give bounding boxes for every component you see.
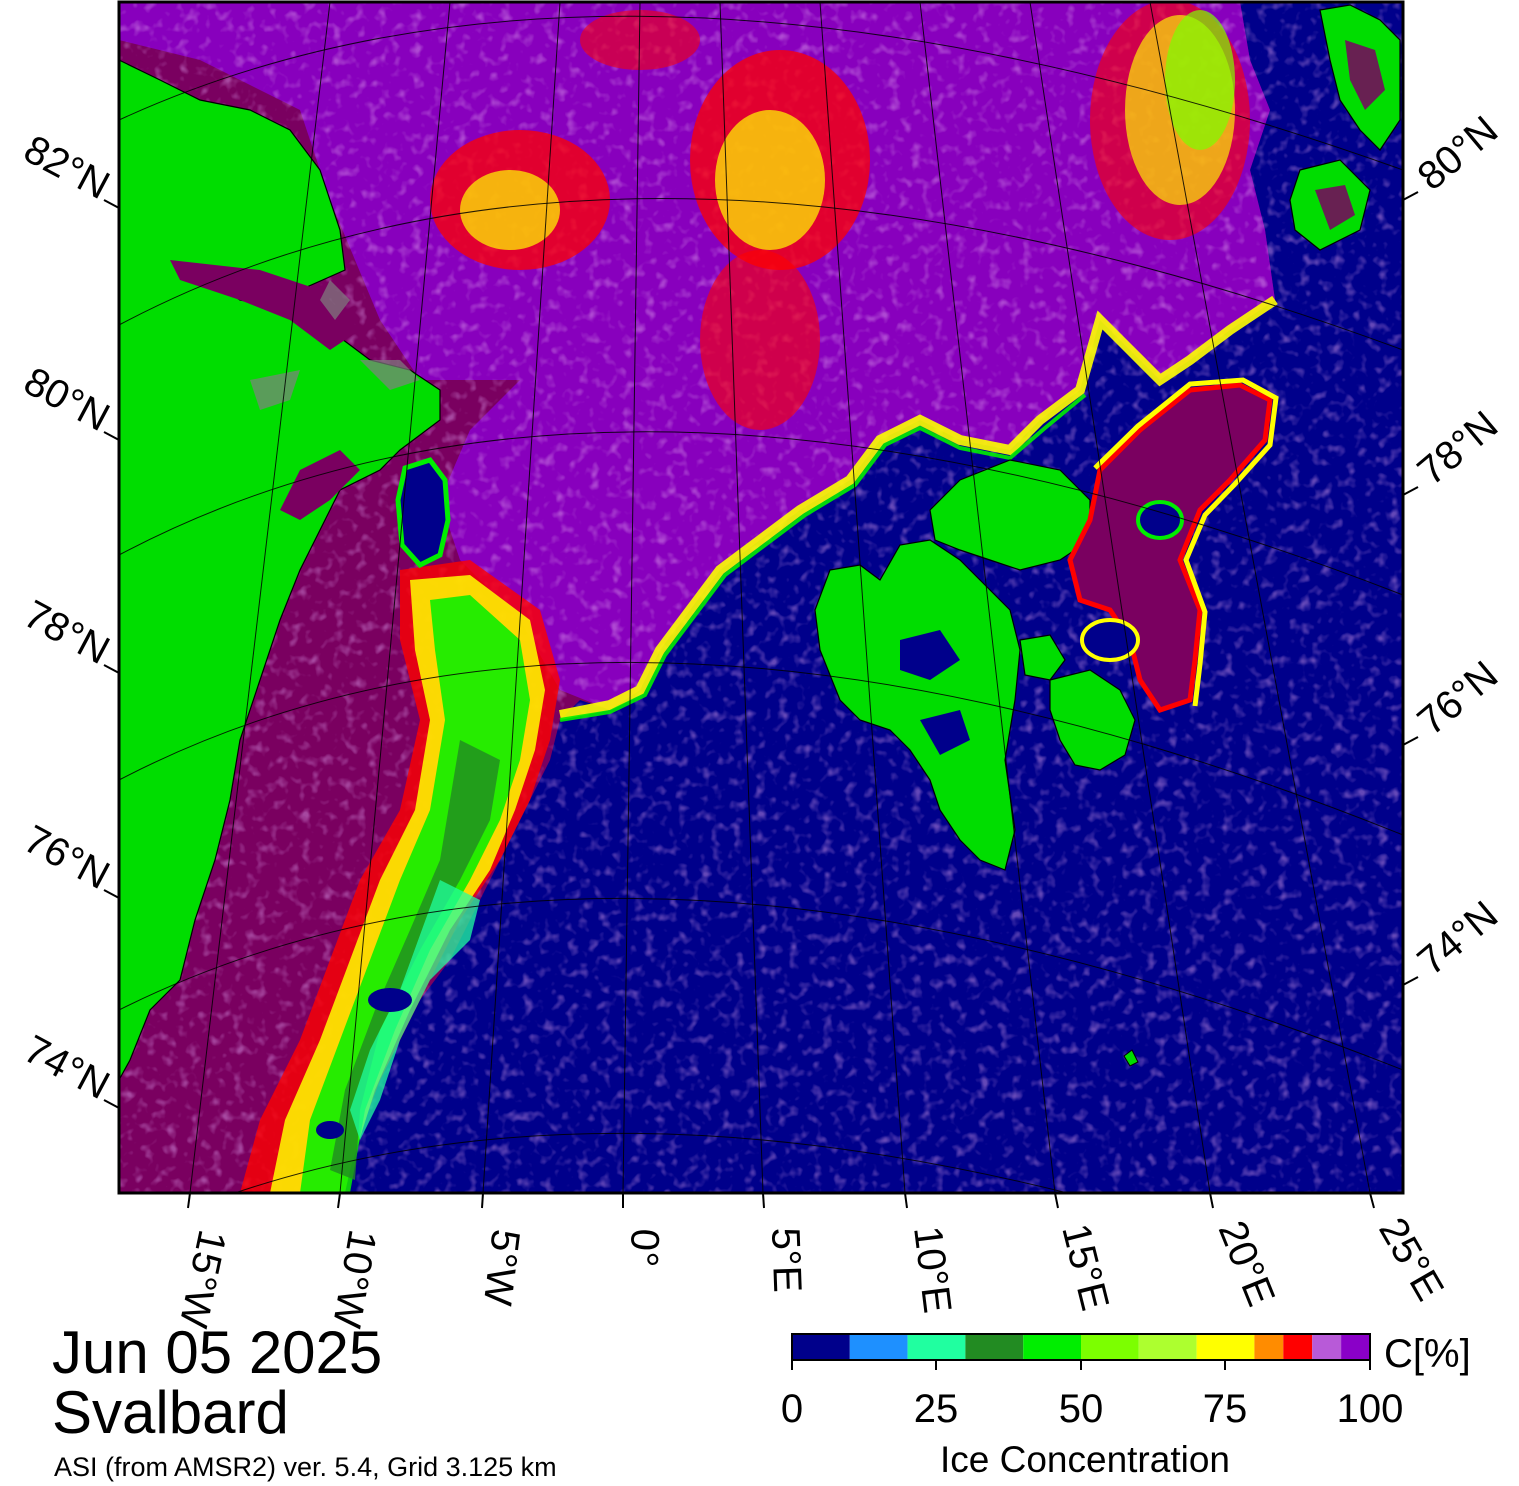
lat-label-right-76: 76°N	[1410, 653, 1507, 744]
lon-label-20e: 20°E	[1210, 1215, 1283, 1312]
lat-label-left-78: 78°N	[17, 592, 117, 673]
lat-label-right-80: 80°N	[1410, 108, 1507, 199]
lon-label-10e: 10°E	[905, 1224, 959, 1316]
greenland-fjord-2	[280, 450, 360, 520]
lat-label-left-80: 80°N	[17, 359, 117, 440]
lat-label-right-78: 78°N	[1410, 403, 1507, 494]
lon-label-5e: 5°E	[763, 1227, 809, 1293]
spitsbergen-fjord-2	[920, 710, 970, 755]
svalbard-east-polynya-2	[1080, 618, 1140, 662]
map-date: Jun 05 2025	[52, 1319, 383, 1386]
colorbar-swatch	[907, 1334, 966, 1360]
latitude-lines	[119, 15, 1403, 1193]
colorbar-swatch	[1081, 1334, 1139, 1360]
lon-label-10w: 10°W	[324, 1226, 384, 1331]
colorbar-swatch	[849, 1334, 908, 1360]
axis-ticks	[103, 191, 1419, 1209]
longitude-labels: 15°W 10°W 5°W 0° 5°E 10°E 15°E 20°E 25°E	[171, 1211, 1452, 1332]
greenland-fjord	[170, 260, 360, 350]
ice-east-svalbard	[1067, 382, 1273, 713]
map-region: Svalbard	[52, 1379, 289, 1446]
colorbar-swatch	[1283, 1334, 1313, 1360]
longitude-lines	[189, 2, 1371, 1193]
lat-label-left-82: 82°N	[17, 127, 117, 208]
franz-josef-ice	[1315, 40, 1385, 230]
colorbar-tick-0: 0	[781, 1387, 803, 1431]
coastal-polynya	[395, 457, 451, 569]
colorbar-swatch	[965, 1334, 1024, 1360]
lat-label-left-74: 74°N	[17, 1027, 117, 1108]
colorbar-ticks	[791, 1360, 1371, 1370]
colorbar: 0 25 50 75 100 C[%] Ice Concentration	[781, 1332, 1471, 1480]
map-frame	[117, 0, 1405, 1195]
lon-label-5w: 5°W	[475, 1227, 528, 1308]
colorbar-tick-75: 75	[1203, 1387, 1248, 1431]
map-area	[119, 2, 1403, 1193]
colorbar-tick-25: 25	[914, 1387, 959, 1431]
colorbar-swatch	[1138, 1334, 1197, 1360]
colorbar-swatch	[1341, 1334, 1370, 1360]
lat-label-left-76: 76°N	[17, 817, 117, 898]
colorbar-swatch	[1023, 1334, 1081, 1360]
jan-mayen-island	[1123, 1049, 1139, 1067]
barentsoya-island	[1019, 634, 1066, 681]
lon-label-25e: 25°E	[1370, 1211, 1452, 1308]
marginal-ice-zone	[240, 295, 1278, 1193]
colorbar-swatch	[1196, 1334, 1255, 1360]
edgeoya-island	[1049, 669, 1136, 771]
latitude-labels-right: 80°N 78°N 76°N 74°N	[1410, 108, 1507, 984]
spitsbergen-island	[814, 539, 1021, 871]
colorbar-swatch	[1312, 1334, 1342, 1360]
greenland-landmass	[119, 59, 441, 1081]
ice-east-svalbard-rim	[1093, 377, 1279, 707]
lon-label-15e: 15°E	[1053, 1220, 1117, 1315]
colorbar-title: Ice Concentration	[940, 1439, 1230, 1480]
colorbar-unit-label: C[%]	[1384, 1332, 1471, 1376]
spitsbergen-fjord	[900, 630, 960, 680]
lat-label-right-74: 74°N	[1410, 893, 1507, 984]
lon-label-0: 0°	[621, 1228, 667, 1269]
colorbar-swatches	[792, 1334, 1370, 1360]
ice-lower-concentration-north	[430, 2, 1250, 430]
svalbard-east-polynya	[1136, 500, 1184, 540]
data-source: ASI (from AMSR2) ver. 5.4, Grid 3.125 km	[54, 1452, 557, 1482]
colorbar-swatch	[792, 1334, 850, 1360]
greenland-coast-ice	[250, 280, 420, 410]
colorbar-tick-100: 100	[1337, 1387, 1404, 1431]
lon-label-15w: 15°W	[171, 1226, 235, 1331]
colorbar-swatch	[1254, 1334, 1284, 1360]
latitude-labels-left: 82°N 80°N 78°N 76°N 74°N	[17, 127, 117, 1108]
colorbar-tick-50: 50	[1059, 1387, 1104, 1431]
